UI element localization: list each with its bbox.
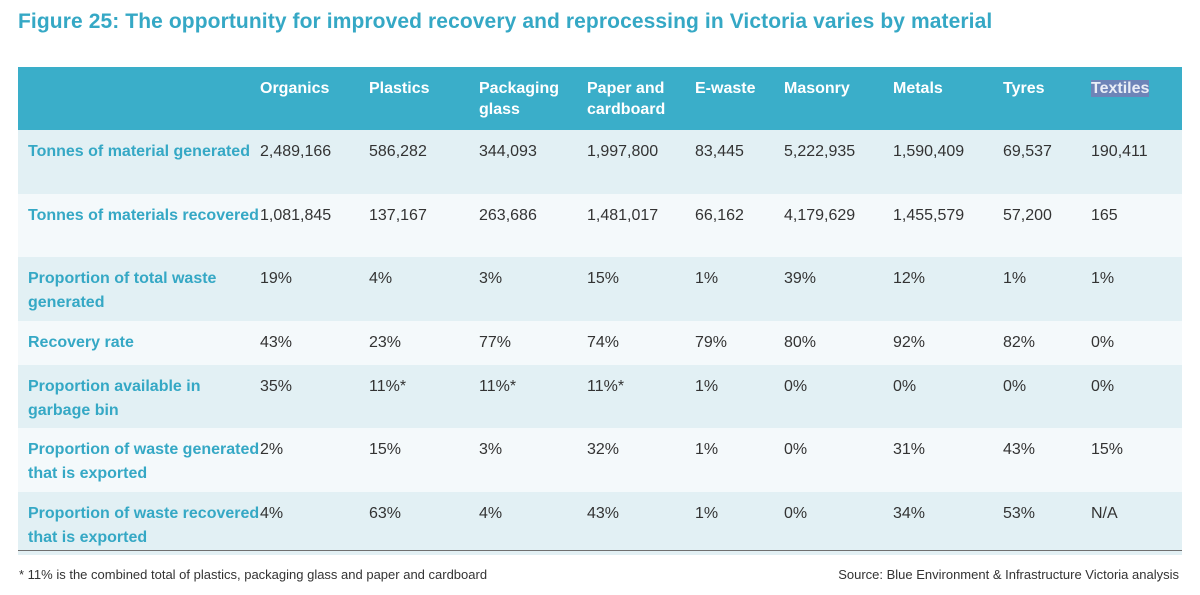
- cell-paper-and-cardboard: 11%*: [587, 377, 625, 395]
- cell-packaging-glass: 11%*: [479, 377, 517, 395]
- cell-plastics: 23%: [369, 333, 402, 351]
- cell-plastics: 63%: [369, 504, 402, 522]
- figure-title: Figure 25: The opportunity for improved …: [18, 10, 993, 33]
- cell-tyres: 69,537: [1003, 143, 1052, 160]
- cell-packaging-glass: 3%: [479, 270, 503, 287]
- row-label: Proportion of waste generated that is ex…: [28, 441, 260, 482]
- column-header-packaging-glass: Packaging glass: [479, 80, 560, 118]
- cell-textiles: 1%: [1091, 270, 1115, 287]
- cell-tyres: 82%: [1003, 333, 1036, 351]
- cell-tyres: 57,200: [1003, 206, 1052, 224]
- table-row: Proportion of waste generated that is ex…: [18, 428, 1182, 492]
- cell-metals: 1,455,579: [893, 206, 965, 224]
- cell-textiles: 165: [1091, 206, 1118, 224]
- row-label: Tonnes of materials recovered: [28, 206, 259, 224]
- cell-metals: 31%: [893, 441, 926, 458]
- cell-e-waste: 1%: [695, 377, 719, 395]
- cell-plastics: 11%*: [369, 377, 407, 395]
- row-label: Tonnes of material generated: [28, 143, 250, 160]
- cell-organics: 2%: [260, 441, 284, 458]
- table-body: Tonnes of material generated 2,489,166 586…: [18, 130, 1182, 555]
- cell-plastics: 586,282: [369, 143, 427, 160]
- table-row: Recovery rate 43% 23% 77% 74% 79% 80% 92% 82% 0%: [18, 320, 1182, 365]
- cell-masonry: 0%: [784, 441, 808, 458]
- column-header-e-waste: E-waste: [695, 80, 756, 97]
- cell-packaging-glass: 263,686: [479, 206, 537, 224]
- column-header-plastics: Plastics: [369, 80, 430, 97]
- cell-textiles: 0%: [1091, 377, 1115, 395]
- table-row: Tonnes of material generated 2,489,166 586…: [18, 130, 1182, 194]
- cell-organics: 1,081,845: [260, 206, 332, 224]
- cell-packaging-glass: 4%: [479, 504, 503, 522]
- cell-metals: 0%: [893, 377, 917, 395]
- cell-packaging-glass: 3%: [479, 441, 503, 458]
- cell-paper-and-cardboard: 32%: [587, 441, 620, 458]
- cell-organics: 43%: [260, 333, 293, 351]
- cell-masonry: 0%: [784, 504, 808, 522]
- cell-packaging-glass: 344,093: [479, 143, 537, 160]
- column-header-textiles: Textiles: [1091, 67, 1182, 130]
- cell-metals: 34%: [893, 504, 926, 522]
- cell-packaging-glass: 77%: [479, 333, 512, 351]
- source-note: Source: Blue Environment & Infrastructur…: [838, 567, 1179, 582]
- cell-paper-and-cardboard: 43%: [587, 504, 620, 522]
- table-header: Organics Plastics Packaging glass Paper …: [18, 67, 1182, 130]
- table-row: Proportion of waste recovered that is ex…: [18, 491, 1182, 555]
- cell-plastics: 15%: [369, 441, 402, 458]
- cell-masonry: 39%: [784, 270, 817, 287]
- column-header-tyres: Tyres: [1003, 80, 1045, 97]
- footnote: * 11% is the combined total of plastics,…: [19, 567, 488, 582]
- cell-textiles: 190,411: [1091, 143, 1148, 160]
- cell-tyres: 0%: [1003, 377, 1027, 395]
- cell-masonry: 80%: [784, 333, 817, 351]
- cell-paper-and-cardboard: 1,997,800: [587, 143, 659, 160]
- cell-plastics: 137,167: [369, 206, 427, 224]
- materials-table: Organics Plastics Packaging glass Paper …: [18, 67, 1182, 555]
- cell-tyres: 1%: [1003, 270, 1027, 287]
- cell-metals: 1,590,409: [893, 143, 965, 160]
- cell-metals: 92%: [893, 333, 926, 351]
- cell-e-waste: 66,162: [695, 206, 744, 224]
- cell-tyres: 53%: [1003, 504, 1036, 522]
- cell-textiles: 15%: [1091, 441, 1124, 458]
- row-label: Proportion of waste recovered that is ex…: [28, 504, 260, 546]
- text-selection-highlight[interactable]: Textiles: [1091, 80, 1150, 97]
- column-header-masonry: Masonry: [784, 80, 850, 97]
- cell-paper-and-cardboard: 74%: [587, 333, 620, 351]
- cell-paper-and-cardboard: 1,481,017: [587, 206, 659, 224]
- column-header-paper-and-cardboard: Paper and cardboard: [587, 80, 666, 118]
- cell-paper-and-cardboard: 15%: [587, 270, 620, 287]
- cell-textiles: N/A: [1091, 504, 1118, 522]
- materials-table-container: Organics Plastics Packaging glass Paper …: [18, 67, 1182, 555]
- cell-metals: 12%: [893, 270, 926, 287]
- row-label: Proportion of total waste generated: [28, 270, 217, 311]
- cell-organics: 4%: [260, 504, 284, 522]
- cell-masonry: 5,222,935: [784, 143, 856, 160]
- cell-e-waste: 1%: [695, 441, 719, 458]
- table-row: Proportion available in garbage bin 35% 11…: [18, 364, 1182, 428]
- cell-organics: 2,489,166: [260, 143, 332, 160]
- table-row: Tonnes of materials recovered 1,081,845 13…: [18, 193, 1182, 257]
- footer-divider: [18, 550, 1182, 551]
- cell-e-waste: 1%: [695, 270, 719, 287]
- row-label: Proportion available in garbage bin: [28, 377, 201, 419]
- cell-organics: 19%: [260, 270, 293, 287]
- header-row: Organics Plastics Packaging glass Paper …: [18, 67, 1182, 130]
- header-label-corner: [18, 67, 260, 130]
- cell-masonry: 0%: [784, 377, 808, 395]
- cell-e-waste: 1%: [695, 504, 719, 522]
- cell-tyres: 43%: [1003, 441, 1036, 458]
- cell-organics: 35%: [260, 377, 293, 395]
- cell-e-waste: 79%: [695, 333, 728, 351]
- column-header-organics: Organics: [260, 80, 330, 97]
- cell-plastics: 4%: [369, 270, 393, 287]
- cell-masonry: 4,179,629: [784, 206, 856, 224]
- cell-textiles: 0%: [1091, 333, 1115, 351]
- table-row: Proportion of total waste generated 19% 4%…: [18, 257, 1182, 321]
- cell-e-waste: 83,445: [695, 143, 744, 160]
- row-label: Recovery rate: [28, 333, 134, 351]
- column-header-metals: Metals: [893, 80, 943, 97]
